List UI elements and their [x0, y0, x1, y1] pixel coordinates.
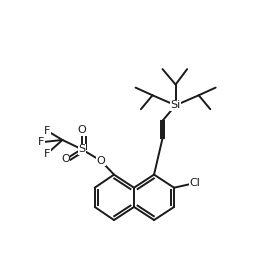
Text: Si: Si: [171, 100, 181, 110]
Text: F: F: [44, 126, 50, 136]
Text: Cl: Cl: [190, 178, 200, 188]
Text: F: F: [38, 137, 44, 147]
Text: F: F: [44, 149, 50, 159]
Text: O: O: [96, 156, 105, 166]
Text: O: O: [61, 154, 70, 164]
Text: S: S: [78, 144, 85, 154]
Text: O: O: [77, 125, 86, 135]
